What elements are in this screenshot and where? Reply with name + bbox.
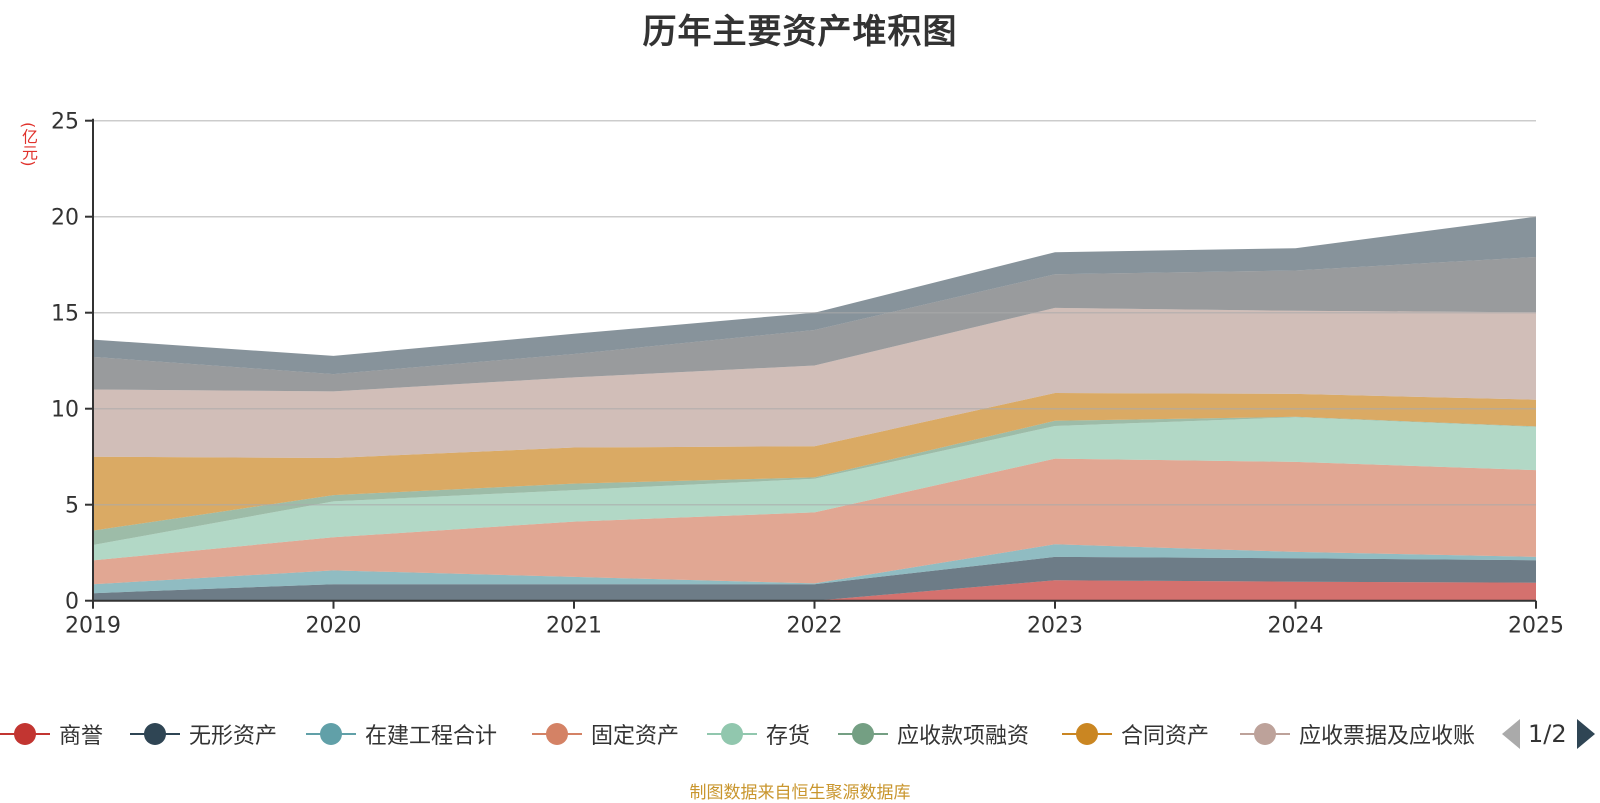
legend-marker-icon bbox=[838, 722, 888, 746]
legend-item[interactable]: 应收款项融资 bbox=[838, 714, 1029, 754]
legend-next-page-icon[interactable] bbox=[1576, 719, 1595, 749]
y-tick-label: 0 bbox=[65, 590, 79, 615]
legend-marker-icon bbox=[532, 722, 582, 746]
legend-marker-icon bbox=[306, 722, 356, 746]
legend-marker-icon bbox=[1062, 722, 1112, 746]
area-series-4 bbox=[93, 417, 1536, 561]
area-series-7 bbox=[93, 307, 1536, 458]
legend-label: 固定资产 bbox=[591, 724, 680, 749]
legend-label: 商誉 bbox=[59, 724, 104, 749]
legend-item[interactable]: 无形资产 bbox=[130, 714, 277, 754]
y-axis-unit-label: (亿元) bbox=[19, 122, 38, 167]
legend-marker-dot bbox=[144, 723, 166, 745]
x-tick-label: 2025 bbox=[1508, 614, 1564, 639]
legend-marker-dot bbox=[721, 723, 743, 745]
legend-marker-icon bbox=[707, 722, 757, 746]
legend-item[interactable]: 商誉 bbox=[0, 714, 103, 754]
legend-label: 存货 bbox=[766, 724, 811, 749]
legend-page-indicator: 1/2 bbox=[1528, 720, 1567, 748]
area-series-2 bbox=[93, 544, 1536, 594]
legend-label: 无形资产 bbox=[189, 724, 278, 749]
legend-label: 应收款项融资 bbox=[897, 724, 1030, 749]
area-series-0 bbox=[93, 580, 1536, 601]
area-series-8 bbox=[93, 257, 1536, 392]
legend-prev-page-icon[interactable] bbox=[1502, 719, 1520, 749]
area-series-1 bbox=[93, 556, 1536, 601]
x-tick-label: 2024 bbox=[1268, 614, 1324, 639]
legend-marker-dot bbox=[1076, 723, 1098, 745]
legend-label: 在建工程合计 bbox=[365, 724, 498, 749]
y-tick-label: 20 bbox=[51, 206, 79, 231]
legend-marker-dot bbox=[14, 723, 36, 745]
legend-item[interactable]: 应收票据及应收账 bbox=[1240, 714, 1481, 754]
chart-title: 历年主要资产堆积图 bbox=[642, 12, 958, 52]
legend-item[interactable]: 在建工程合计 bbox=[306, 714, 497, 754]
y-tick-label: 5 bbox=[65, 494, 79, 519]
legend-item[interactable]: 合同资产 bbox=[1062, 714, 1209, 754]
legend-label: 合同资产 bbox=[1121, 724, 1210, 749]
legend-marker-dot bbox=[320, 723, 342, 745]
area-series-3 bbox=[93, 458, 1536, 585]
legend-marker-dot bbox=[1254, 723, 1276, 745]
x-tick-label: 2023 bbox=[1027, 614, 1083, 639]
x-tick-label: 2021 bbox=[546, 614, 602, 639]
legend-marker-dot bbox=[852, 723, 874, 745]
source-note: 制图数据来自恒生聚源数据库 bbox=[689, 783, 911, 803]
legend-marker-icon bbox=[130, 722, 180, 746]
area-series-6 bbox=[93, 393, 1536, 531]
y-tick-label: 25 bbox=[51, 110, 79, 135]
area-series-9 bbox=[93, 216, 1536, 375]
x-tick-label: 2022 bbox=[787, 614, 843, 639]
y-tick-label: 15 bbox=[51, 302, 79, 327]
legend: 商誉 无形资产 在建工程合计 固定资产 存货 应收款项融资 合同资产 应收票据及应收账 bbox=[0, 714, 1600, 754]
legend-marker-icon bbox=[0, 722, 50, 746]
legend-label: 应收票据及应收账 bbox=[1299, 724, 1476, 749]
legend-pager: 1/2 bbox=[1502, 716, 1595, 752]
legend-item[interactable]: 存货 bbox=[707, 714, 810, 754]
x-tick-label: 2019 bbox=[65, 614, 121, 639]
legend-item[interactable]: 固定资产 bbox=[532, 714, 679, 754]
legend-marker-dot bbox=[546, 723, 568, 745]
y-tick-label: 10 bbox=[51, 398, 79, 423]
legend-marker-icon bbox=[1240, 722, 1290, 746]
x-tick-label: 2020 bbox=[306, 614, 362, 639]
